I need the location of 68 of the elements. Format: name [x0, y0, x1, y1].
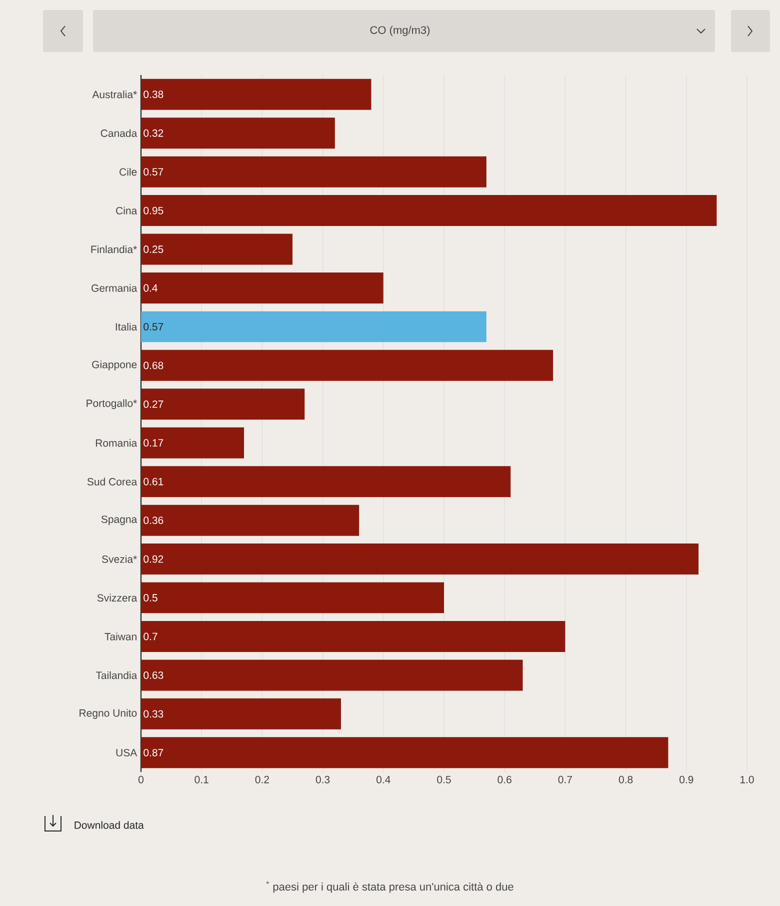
- data-label: 0.32: [144, 129, 164, 137]
- data-label: 0.57: [144, 323, 164, 330]
- y-tick-label: Portogallo*: [86, 399, 137, 410]
- text: Download data: [74, 821, 144, 829]
- x-tick-label: 0.1: [194, 776, 208, 784]
- x-tick-label: 0.2: [255, 776, 269, 784]
- text: $^{*}$ paesi per i quali è stata presa un'unica città o due: [266, 881, 514, 893]
- bar: [140, 427, 244, 458]
- data-label: 0.17: [144, 439, 164, 447]
- y-tick-label: USA: [116, 748, 138, 756]
- bar: [140, 311, 486, 342]
- x-tick-label: 0.9: [680, 776, 694, 784]
- y-tick-label: Taiwan: [104, 632, 136, 640]
- x-tick-label: 0.4: [376, 776, 390, 784]
- bar: [140, 737, 668, 768]
- bar: [140, 195, 717, 226]
- chart-title: CO (mg/m3): [370, 26, 430, 36]
- y-tick-label: Romania: [96, 439, 138, 447]
- data-label: 0.7: [144, 632, 158, 640]
- y-tick-label: Australia*: [92, 90, 137, 98]
- data-label: 0.92: [144, 555, 164, 563]
- bar: [140, 78, 372, 110]
- y-tick-label: Finlandia*: [91, 245, 137, 254]
- y-tick-label: Cina: [116, 206, 138, 214]
- y-tick-label: Svezia*: [102, 555, 137, 563]
- data-label: 0.57: [144, 168, 164, 176]
- y-tick-label: Sud Corea: [87, 478, 138, 486]
- x-tick-label: 0: [138, 776, 144, 784]
- bar: [140, 466, 511, 498]
- x-tick-label: 0.6: [498, 776, 512, 784]
- data-label: 0.4: [144, 284, 158, 292]
- y-tick-label: Canada: [100, 129, 138, 137]
- y-tick-label: Spagna: [101, 516, 138, 526]
- bar: [140, 234, 292, 265]
- y-tick-label: Tailandia: [96, 671, 138, 680]
- bar: [140, 698, 341, 730]
- y-tick-label: Cile: [120, 168, 137, 176]
- bar: [140, 272, 384, 304]
- data-label: 0.63: [144, 672, 164, 679]
- data-label: 0.38: [144, 90, 164, 98]
- bar: [140, 388, 305, 420]
- data-label: 0.25: [144, 246, 164, 253]
- y-tick-label: Germania: [92, 284, 138, 292]
- bar: [140, 582, 444, 614]
- bar: [140, 504, 360, 536]
- bar: [140, 544, 699, 575]
- data-label: 0.95: [144, 206, 164, 214]
- y-tick-label: Regno Unito: [80, 709, 137, 719]
- x-tick-label: 0.7: [558, 776, 572, 784]
- x-tick-label: 0.5: [437, 776, 451, 784]
- x-tick-label: 0.8: [618, 776, 633, 784]
- data-label: 0.36: [144, 516, 164, 524]
- x-tick-label: 0.3: [316, 776, 330, 784]
- bar: [140, 620, 566, 652]
- data-label: 0.5: [144, 594, 158, 602]
- y-tick-label: Svizzera: [97, 594, 138, 602]
- bar: [140, 156, 486, 188]
- y-tick-label: Giappone: [92, 360, 137, 370]
- bar: [140, 660, 523, 691]
- x-tick-label: 1.0: [740, 776, 754, 784]
- data-label: 0.61: [144, 478, 164, 486]
- data-label: 0.33: [144, 710, 164, 718]
- y-tick-label: Italia: [116, 322, 138, 331]
- bar: [140, 350, 554, 381]
- bar: [140, 118, 335, 149]
- data-label: 0.27: [144, 400, 164, 408]
- data-label: 0.87: [144, 748, 164, 756]
- data-label: 0.68: [144, 362, 164, 370]
